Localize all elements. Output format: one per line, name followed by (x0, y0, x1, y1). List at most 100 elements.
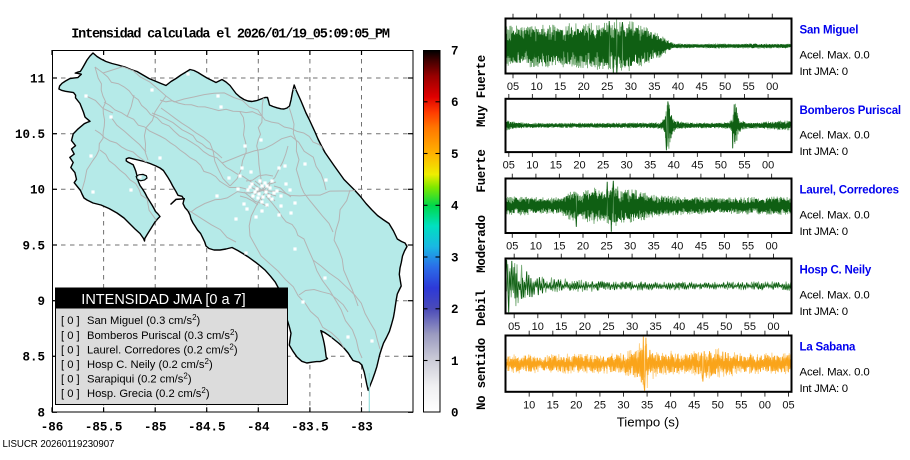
svg-text:Muy Fuerte: Muy Fuerte (475, 55, 489, 127)
svg-text:Laurel, Corredores: Laurel, Corredores (800, 185, 899, 197)
svg-text:11: 11 (30, 72, 45, 86)
svg-text:6: 6 (451, 96, 459, 110)
svg-text:50: 50 (719, 81, 731, 93)
svg-text:No sentido: No sentido (475, 338, 489, 410)
svg-text:00: 00 (767, 321, 779, 333)
svg-text:25: 25 (597, 160, 609, 172)
svg-text:3: 3 (451, 251, 459, 265)
svg-text:55: 55 (735, 399, 747, 411)
svg-text:[ 0 ]: [ 0 ] (61, 315, 80, 327)
svg-text:Acel. Max. 0.0: Acel. Max. 0.0 (800, 209, 870, 221)
svg-text:55: 55 (743, 81, 755, 93)
svg-text:20: 20 (578, 81, 590, 93)
svg-text:10: 10 (523, 399, 535, 411)
svg-text:35: 35 (649, 321, 661, 333)
svg-text:25: 25 (600, 241, 612, 253)
svg-text:San Miguel (0.3 cm/s2): San Miguel (0.3 cm/s2) (87, 313, 201, 327)
svg-text:45: 45 (697, 321, 709, 333)
svg-text:50: 50 (718, 241, 730, 253)
svg-text:55: 55 (744, 321, 756, 333)
svg-text:1: 1 (451, 355, 459, 369)
svg-text:Int JMA: 0: Int JMA: 0 (800, 306, 848, 318)
svg-text:55: 55 (742, 241, 754, 253)
svg-text:15: 15 (554, 81, 566, 93)
svg-text:LISUCR 20260119230907: LISUCR 20260119230907 (3, 439, 115, 450)
svg-text:35: 35 (641, 399, 653, 411)
svg-text:Hosp C. Neily (0.2 cm/s2): Hosp C. Neily (0.2 cm/s2) (87, 357, 213, 371)
svg-text:30: 30 (624, 241, 636, 253)
svg-text:30: 30 (625, 81, 637, 93)
svg-text:[ 0 ]: [ 0 ] (61, 388, 80, 400)
svg-text:[ 0 ]: [ 0 ] (61, 373, 80, 385)
svg-text:-83.5: -83.5 (291, 421, 329, 435)
svg-text:15: 15 (553, 241, 565, 253)
svg-text:-83: -83 (350, 421, 373, 435)
svg-text:[ 0 ]: [ 0 ] (61, 330, 80, 342)
svg-text:8.5: 8.5 (22, 351, 45, 365)
svg-text:25: 25 (602, 321, 614, 333)
svg-text:Acel. Max. 0.0: Acel. Max. 0.0 (800, 289, 870, 301)
svg-text:40: 40 (671, 241, 683, 253)
svg-text:Int JMA: 0: Int JMA: 0 (800, 146, 848, 158)
svg-text:La Sabana: La Sabana (800, 342, 857, 354)
svg-text:05: 05 (782, 399, 794, 411)
svg-text:35: 35 (648, 81, 660, 93)
svg-text:-86: -86 (41, 421, 64, 435)
svg-text:25: 25 (601, 81, 613, 93)
svg-text:05: 05 (508, 321, 520, 333)
svg-text:Bomberos Puriscal (0.3 cm/s2): Bomberos Puriscal (0.3 cm/s2) (87, 328, 238, 342)
svg-text:00: 00 (759, 399, 771, 411)
svg-text:Int JMA: 0: Int JMA: 0 (800, 383, 848, 395)
svg-text:Hosp C. Neily: Hosp C. Neily (800, 265, 872, 277)
svg-text:15: 15 (555, 321, 567, 333)
svg-text:-85: -85 (144, 421, 167, 435)
svg-text:50: 50 (720, 321, 732, 333)
svg-text:10: 10 (530, 81, 542, 93)
svg-text:30: 30 (626, 321, 638, 333)
svg-text:00: 00 (766, 81, 778, 93)
svg-text:45: 45 (695, 241, 707, 253)
svg-text:Hosp. Grecia (0.2 cm/s2): Hosp. Grecia (0.2 cm/s2) (87, 386, 210, 400)
svg-text:10: 10 (526, 160, 538, 172)
svg-text:00: 00 (765, 241, 777, 253)
svg-text:-84.5: -84.5 (188, 421, 226, 435)
svg-text:Acel. Max. 0.0: Acel. Max. 0.0 (800, 130, 870, 142)
svg-text:-85.5: -85.5 (85, 421, 123, 435)
svg-text:15: 15 (550, 160, 562, 172)
svg-text:20: 20 (573, 160, 585, 172)
svg-text:Tiempo (s): Tiempo (s) (617, 414, 680, 429)
svg-text:San Miguel: San Miguel (800, 25, 859, 37)
svg-text:40: 40 (672, 81, 684, 93)
svg-text:5: 5 (451, 148, 459, 162)
svg-text:40: 40 (668, 160, 680, 172)
svg-text:05: 05 (503, 160, 515, 172)
svg-text:50: 50 (715, 160, 727, 172)
svg-text:45: 45 (691, 160, 703, 172)
svg-text:Sarapiqui (0.2 cm/s2): Sarapiqui (0.2 cm/s2) (87, 371, 192, 385)
svg-text:55: 55 (738, 160, 750, 172)
svg-text:45: 45 (695, 81, 707, 93)
svg-text:9.5: 9.5 (22, 239, 45, 253)
svg-text:0: 0 (451, 407, 459, 421)
svg-text:40: 40 (673, 321, 685, 333)
svg-text:9: 9 (37, 295, 45, 309)
svg-text:25: 25 (594, 399, 606, 411)
svg-text:Debil: Debil (475, 290, 489, 326)
svg-text:Moderado: Moderado (475, 215, 489, 273)
svg-text:30: 30 (617, 399, 629, 411)
svg-text:50: 50 (712, 399, 724, 411)
svg-text:05: 05 (507, 81, 519, 93)
svg-text:10: 10 (532, 321, 544, 333)
svg-text:INTENSIDAD JMA [0 a 7]: INTENSIDAD JMA [0 a 7] (81, 292, 245, 308)
svg-text:15: 15 (547, 399, 559, 411)
svg-text:8: 8 (37, 407, 45, 421)
svg-text:2: 2 (451, 303, 459, 317)
svg-text:30: 30 (620, 160, 632, 172)
svg-text:Bomberos Puriscal: Bomberos Puriscal (800, 105, 901, 117)
svg-text:10: 10 (530, 241, 542, 253)
svg-text:10.5: 10.5 (15, 128, 45, 142)
svg-text:[ 0 ]: [ 0 ] (61, 359, 80, 371)
svg-text:Int JMA: 0: Int JMA: 0 (800, 226, 848, 238)
svg-text:05: 05 (506, 241, 518, 253)
svg-text:Acel. Max. 0.0: Acel. Max. 0.0 (800, 366, 870, 378)
